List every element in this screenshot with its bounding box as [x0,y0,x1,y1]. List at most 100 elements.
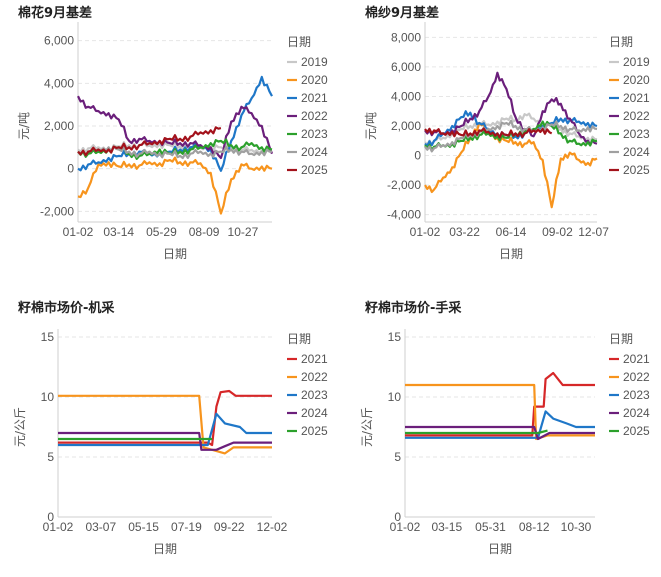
y-tick-label: -4,000 [387,208,421,222]
legend-label: 2021 [301,352,328,366]
y-tick-label: 0 [67,162,74,176]
chart-svg: -2,000 0 2,000 4,000 6,000 01-02 03-14 05-29 08-… [17,22,328,261]
x-tick-label: 06-14 [496,225,527,239]
series-line-2024 [405,425,595,441]
x-tick-label: 01-02 [390,520,421,534]
y-tick-label: 0 [394,510,401,524]
series-line-2021 [77,75,273,172]
x-tick-label: 10-30 [561,520,592,534]
legend-label: 2020 [623,73,650,87]
chart-panel-cotton-basis: 棉花9月基差 -2,000 0 2,000 4,000 6,000 01-02 03-14 0… [0,0,330,282]
legend-label: 2021 [623,352,650,366]
y-tick-label: 4,000 [44,76,74,90]
y-tick-label: -2,000 [40,204,74,218]
y-tick-label: 0 [47,510,54,524]
y-tick-label: 15 [41,330,55,344]
series-line-2021 [405,371,595,437]
series-line-2022 [405,383,595,441]
x-tick-label: 05-31 [475,520,506,534]
y-axis-title: 元/吨 [364,112,378,140]
series-line-2023 [58,412,272,447]
legend-title: 日期 [609,332,633,346]
series-line-2021 [58,389,272,447]
legend-label: 2024 [623,145,650,159]
legend-title: 日期 [287,332,311,346]
legend-label: 2024 [301,145,328,159]
legend-label: 2025 [301,163,328,177]
legend-label: 2023 [301,388,328,402]
legend-label: 2021 [301,91,328,105]
chart-title: 籽棉市场价-手采 [365,301,462,316]
y-axis-title: 元/吨 [17,112,31,140]
x-tick-label: 03-07 [85,520,116,534]
x-tick-label: 05-29 [146,225,177,239]
chart-title: 棉纱9月基差 [365,6,440,21]
legend-label: 2022 [623,370,650,384]
y-tick-label: 8,000 [391,30,421,44]
y-tick-label: 6,000 [44,34,74,48]
legend-label: 2023 [623,127,650,141]
legend-label: 2025 [301,424,328,438]
series-line-2024 [58,431,272,451]
series-line-2025 [424,127,553,139]
x-tick-label: 03-22 [449,225,480,239]
y-tick-label: 10 [388,390,402,404]
y-tick-label: 2,000 [44,119,74,133]
legend-label: 2024 [301,406,328,420]
y-tick-label: 15 [388,330,402,344]
legend-label: 2020 [301,73,328,87]
x-tick-label: 03-15 [431,520,462,534]
y-tick-label: 4,000 [391,89,421,103]
y-tick-label: 5 [47,450,54,464]
x-tick-label: 07-19 [171,520,202,534]
x-tick-label: 12-02 [257,520,288,534]
x-tick-label: 09-22 [214,520,245,534]
legend-label: 2019 [301,55,328,69]
legend-label: 2022 [623,109,650,123]
x-tick-label: 12-07 [578,225,609,239]
x-axis-title: 日期 [499,247,523,261]
x-tick-label: 05-15 [128,520,159,534]
x-axis-title: 日期 [163,247,187,261]
legend-label: 2023 [301,127,328,141]
x-tick-label: 10-27 [228,225,259,239]
y-tick-label: 10 [41,390,55,404]
chart-panel-yarn-basis: 棉纱9月基差 -4,000 -2,000 0 2,000 4,000 6,000 8,000… [347,0,661,282]
series-line-2020 [77,156,273,215]
y-tick-label: -2,000 [387,178,421,192]
series-line-2022 [424,71,598,147]
y-tick-label: 0 [414,149,421,163]
chart-svg: -4,000 -2,000 0 2,000 4,000 6,000 8,000 01-02 03… [364,22,650,261]
legend-label: 2024 [623,406,650,420]
series-line-2022 [77,95,274,160]
legend-title: 日期 [287,35,311,49]
y-tick-label: 6,000 [391,60,421,74]
series-line-2025 [405,429,548,435]
x-tick-label: 03-14 [103,225,134,239]
legend-label: 2022 [301,109,328,123]
x-tick-label: 01-02 [63,225,94,239]
legend-label: 2025 [623,424,650,438]
chart-panel-seed-cotton-machine: 籽棉市场价-机采 0 5 10 15 01-02 03-07 05-15 07-19 09-22… [0,295,330,577]
y-tick-label: 5 [394,450,401,464]
x-tick-label: 01-02 [410,225,441,239]
x-tick-label: 08-09 [189,225,220,239]
chart-panel-seed-cotton-hand: 籽棉市场价-手采 0 5 10 15 01-02 03-15 05-31 08-12 10-30… [347,295,661,577]
legend-title: 日期 [609,35,633,49]
y-tick-label: 2,000 [391,119,421,133]
x-axis-title: 日期 [153,542,177,556]
y-axis-title: 元/公斤 [360,407,374,447]
legend-label: 2023 [623,388,650,402]
y-axis-title: 元/公斤 [13,407,27,447]
legend-label: 2021 [623,91,650,105]
legend-label: 2019 [623,55,650,69]
series-line-2024 [424,119,598,153]
legend-label: 2025 [623,163,650,177]
chart-title: 棉花9月基差 [18,6,93,21]
x-axis-title: 日期 [488,542,512,556]
x-tick-label: 01-02 [43,520,74,534]
x-tick-label: 08-12 [519,520,550,534]
chart-title: 籽棉市场价-机采 [18,301,115,316]
series-line-2025 [77,126,222,157]
